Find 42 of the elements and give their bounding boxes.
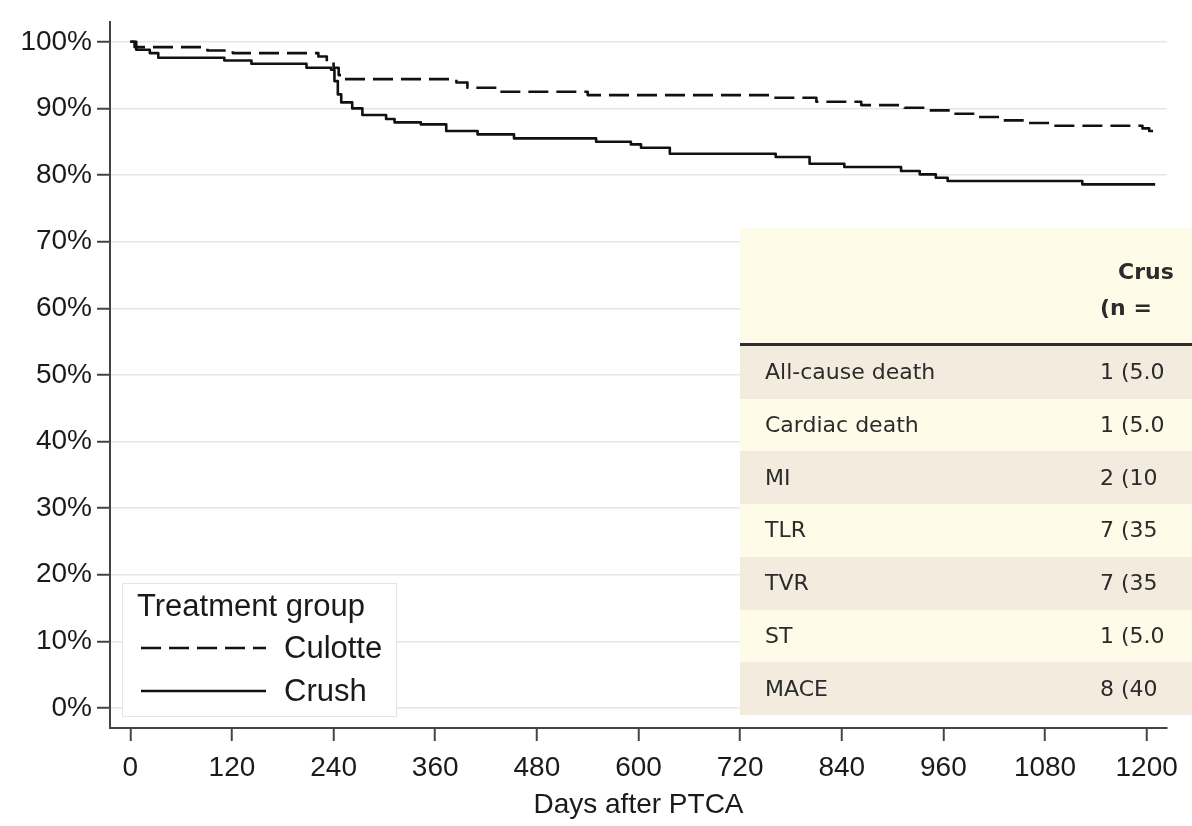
x-tick-label: 840	[818, 750, 866, 782]
y-tick-label: 50%	[35, 357, 92, 389]
annotation: 1 (5.0	[1100, 622, 1165, 649]
y-tick-label: 90%	[35, 91, 92, 123]
y-tick-label: 40%	[35, 424, 92, 456]
y-tick-label: 80%	[35, 157, 92, 189]
x-tick-label: 600	[615, 750, 662, 782]
x-tick-label: 360	[411, 750, 459, 782]
x-tick-label: 960	[920, 750, 967, 782]
x-tick-label: 1200	[1115, 750, 1178, 782]
annotation: 1 (5.0	[1100, 359, 1165, 386]
annotation: TLR	[765, 517, 806, 544]
annotation: All-cause death	[765, 359, 936, 386]
annotation: TVR	[765, 570, 809, 597]
annotation: 2 (10	[1100, 464, 1158, 491]
x-tick-label: 120	[208, 750, 256, 782]
annotation: 1 (5.0	[1100, 412, 1165, 439]
y-tick-label: 0%	[51, 690, 92, 722]
annotation: (n =	[1100, 295, 1152, 321]
x-tick-label: 0	[122, 750, 139, 782]
legend-label: Crush	[284, 672, 367, 709]
annotation: MACE	[765, 675, 828, 702]
y-tick-label: 10%	[35, 624, 92, 656]
x-axis-title: Days after PTCA	[533, 787, 744, 819]
annotation: 7 (35	[1100, 570, 1158, 597]
y-tick-label: 70%	[35, 224, 92, 256]
annotation: 8 (40	[1100, 675, 1158, 702]
x-tick-label: 240	[310, 750, 357, 782]
legend-title: Treatment group	[137, 587, 367, 625]
x-tick-label: 1080	[1013, 750, 1077, 782]
legend-label: Culotte	[284, 629, 383, 666]
annotation: Crus	[1118, 259, 1174, 285]
annotation: 7 (35	[1100, 517, 1158, 544]
x-tick-label: 480	[513, 750, 561, 782]
annotation: Cardiac death	[765, 412, 919, 439]
y-tick-label: 100%	[20, 24, 92, 56]
y-tick-label: 30%	[35, 490, 92, 522]
x-tick-label: 720	[716, 750, 764, 782]
annotation: MI	[765, 464, 791, 491]
y-tick-label: 60%	[35, 291, 92, 322]
annotation: ST	[765, 622, 793, 649]
y-tick-label: 20%	[35, 557, 92, 589]
